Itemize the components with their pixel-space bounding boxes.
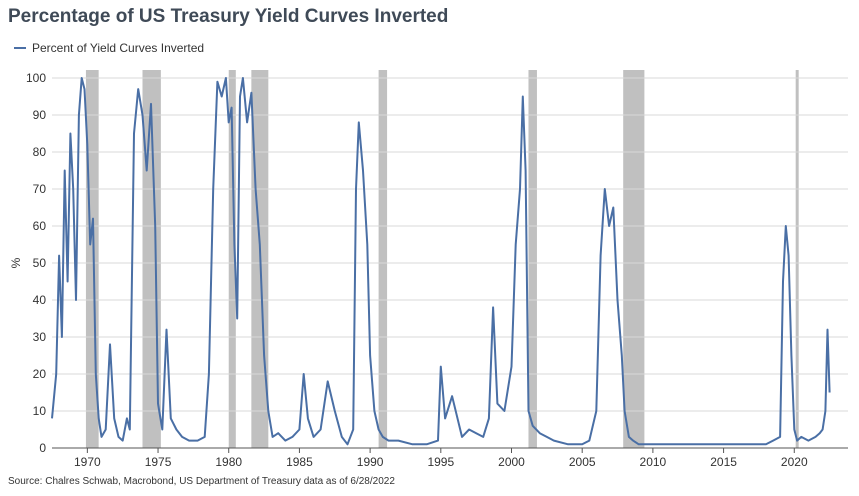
y-tick-label-80: 80 (33, 145, 47, 159)
y-tick-label-10: 10 (33, 404, 47, 418)
recession-band-4 (378, 70, 388, 448)
y-axis-ticks: 0 10 20 30 40 50 60 70 80 90 100 (26, 71, 46, 455)
y-tick-label-60: 60 (33, 219, 47, 233)
x-tick-label-2020: 2020 (781, 455, 808, 469)
x-tick-label-1995: 1995 (427, 455, 454, 469)
x-tick-label-2005: 2005 (569, 455, 596, 469)
recession-band-5 (528, 70, 537, 448)
x-tick-label-1980: 1980 (215, 455, 242, 469)
x-tick-label-2015: 2015 (710, 455, 737, 469)
chart-title: Percentage of US Treasury Yield Curves I… (8, 6, 449, 27)
x-tick-label-1985: 1985 (286, 455, 313, 469)
recession-band-7 (795, 70, 799, 448)
series-line-percent-inverted (51, 77, 831, 446)
recession-band-2 (228, 70, 236, 448)
y-tick-label-20: 20 (33, 367, 47, 381)
source-note: Source: Chalres Schwab, Macrobond, US De… (8, 476, 395, 487)
y-tick-label-70: 70 (33, 182, 47, 196)
y-tick-label-50: 50 (33, 256, 47, 270)
x-axis-ticks: 1970 1975 1980 1985 1990 1995 2000 2005 2010 2015… (74, 448, 808, 469)
x-tick-label-1970: 1970 (74, 455, 101, 469)
x-tick-label-1975: 1975 (145, 455, 172, 469)
y-tick-label-30: 30 (33, 330, 47, 344)
legend-label: Percent of Yield Curves Inverted (32, 41, 205, 55)
gridlines (52, 77, 848, 412)
x-tick-label-2000: 2000 (498, 455, 525, 469)
legend: Percent of Yield Curves Inverted (14, 41, 204, 55)
recession-band-6 (623, 70, 645, 448)
y-tick-label-0: 0 (39, 441, 46, 455)
y-tick-label-40: 40 (33, 293, 47, 307)
x-tick-label-1990: 1990 (357, 455, 384, 469)
y-tick-label-100: 100 (26, 71, 46, 85)
x-tick-label-2010: 2010 (640, 455, 667, 469)
y-axis-label: % (9, 257, 23, 268)
y-tick-label-90: 90 (33, 108, 47, 122)
legend-swatch (14, 47, 26, 49)
